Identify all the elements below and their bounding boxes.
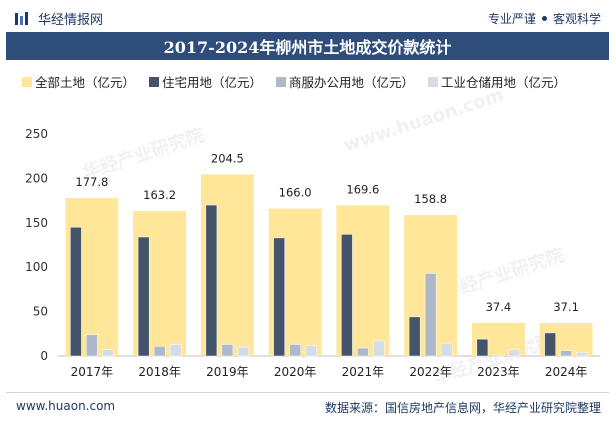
bar-residential-1 — [137, 236, 150, 357]
legend-label-industrial: 工业仓储用地（亿元） — [441, 75, 567, 90]
bar-residential-3 — [273, 237, 285, 357]
legend-label-residential: 住宅用地（亿元） — [162, 75, 263, 90]
bar-residential-2 — [205, 204, 218, 357]
legend-swatch-residential — [149, 76, 160, 87]
x-tick-label: 2022年 — [409, 365, 452, 379]
y-tick-label: 0 — [40, 349, 48, 363]
legend-swatch-industrial — [428, 76, 439, 87]
footer-source: 数据来源：国信房地产信息网，华经产业研究院整理 — [324, 401, 601, 415]
data-label-total: 37.1 — [553, 300, 579, 314]
bar-commercial-5 — [424, 273, 437, 357]
data-label-total: 177.8 — [75, 175, 108, 189]
chart-title: 2017-2024年柳州市土地成交价款统计 — [6, 32, 609, 60]
bar-commercial-3 — [289, 344, 301, 357]
bar-residential-6 — [476, 338, 489, 357]
brand-logo-icon — [15, 11, 28, 25]
bar-industrial-3 — [305, 345, 317, 357]
tagline-right: 客观科学 — [552, 12, 601, 26]
data-label-total: 169.6 — [346, 182, 379, 196]
legend-swatch-total — [22, 76, 32, 87]
x-tick-label: 2024年 — [545, 365, 588, 379]
bar-residential-7 — [544, 332, 556, 357]
bar-commercial-2 — [221, 344, 234, 357]
legend-item-industrial[interactable]: 工业仓储用地（亿元） — [428, 72, 566, 91]
tagline: 专业严谨 客观科学 — [488, 10, 601, 27]
bar-industrial-6 — [508, 349, 521, 357]
tagline-left: 专业严谨 — [487, 12, 536, 26]
bar-commercial-6 — [492, 354, 505, 357]
footer-divider — [6, 392, 609, 393]
legend-label-commercial: 商服办公用地（亿元） — [289, 75, 415, 90]
x-tick-label: 2020年 — [274, 365, 317, 379]
bar-commercial-4 — [357, 347, 369, 357]
brand[interactable]: 华经情报网 — [14, 9, 103, 28]
bar-commercial-7 — [560, 350, 572, 357]
bar-industrial-2 — [237, 346, 250, 357]
x-tick-label: 2023年 — [477, 365, 520, 379]
brand-name: 华经情报网 — [38, 13, 104, 28]
legend-item-total[interactable]: 全部土地（亿元） — [22, 72, 135, 91]
y-tick-label: 200 — [25, 171, 48, 185]
data-label-total: 158.8 — [414, 192, 447, 206]
chart-legend: 全部土地（亿元） 住宅用地（亿元） 商服办公用地（亿元） 工业仓储用地（亿元） — [22, 72, 566, 91]
y-tick-label: 250 — [25, 127, 48, 141]
y-tick-label: 150 — [25, 216, 48, 230]
data-label-total: 166.0 — [279, 186, 312, 200]
footer-url[interactable]: www.huaon.com — [16, 399, 116, 413]
bar-commercial-0 — [86, 334, 98, 357]
bar-industrial-1 — [169, 344, 182, 357]
bar-industrial-4 — [373, 340, 385, 357]
separator-dot-icon — [541, 16, 547, 21]
legend-swatch-commercial — [276, 76, 287, 87]
data-label-total: 37.4 — [486, 300, 512, 314]
bar-commercial-1 — [153, 345, 166, 357]
x-tick-label: 2019年 — [206, 365, 249, 379]
bar-residential-5 — [408, 316, 421, 357]
x-tick-label: 2021年 — [342, 365, 385, 379]
bar-industrial-0 — [102, 349, 114, 357]
x-tick-label: 2018年 — [138, 365, 181, 379]
y-tick-label: 50 — [33, 305, 48, 319]
data-label-total: 204.5 — [211, 151, 244, 165]
x-tick-label: 2017年 — [71, 365, 114, 379]
y-tick-label: 100 — [25, 260, 48, 274]
bar-industrial-7 — [576, 352, 588, 357]
legend-label-total: 全部土地（亿元） — [35, 75, 136, 90]
bar-residential-0 — [70, 226, 82, 357]
legend-item-residential[interactable]: 住宅用地（亿元） — [149, 72, 262, 91]
legend-item-commercial[interactable]: 商服办公用地（亿元） — [276, 72, 414, 91]
top-bar: 华经情报网 专业严谨 客观科学 — [0, 0, 615, 36]
bar-industrial-5 — [440, 343, 453, 357]
data-label-total: 163.2 — [143, 188, 176, 202]
bar-residential-4 — [341, 234, 353, 357]
